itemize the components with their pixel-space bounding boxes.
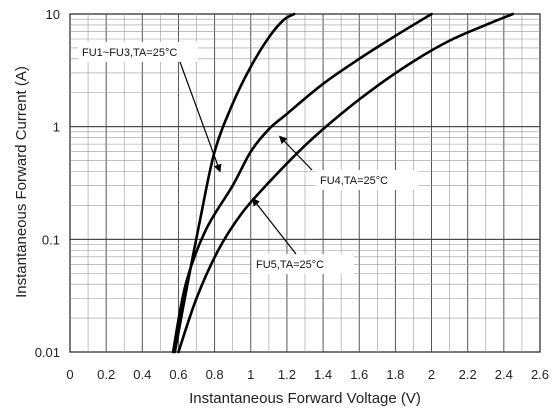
- y-tick-label: 0.01: [35, 345, 60, 360]
- series-line-2: [171, 12, 433, 354]
- x-tick-label: 1.6: [350, 367, 368, 382]
- series-line-3: [177, 12, 515, 354]
- annotation-label: FU1~FU3,TA=25°C: [82, 47, 177, 59]
- annotation-box: [78, 42, 198, 62]
- y-tick-label: 10: [46, 7, 60, 22]
- annotation-arrow: [278, 135, 313, 171]
- annotation-arrow: [251, 197, 297, 255]
- x-axis-label: Instantaneous Forward Voltage (V): [189, 390, 421, 407]
- grid: [69, 13, 541, 353]
- x-tick-label: 1.8: [386, 367, 404, 382]
- x-tick-label: 0.4: [133, 367, 151, 382]
- x-tick-labels: 0 0.2 0.4 0.6 0.8 1 1.2 1.4 1.6 1.8 2 2.2 2.4 2.6: [66, 367, 549, 382]
- annotation-box: [252, 254, 354, 274]
- x-tick-label: 1.2: [278, 367, 296, 382]
- y-tick-label: 0.1: [42, 232, 60, 247]
- x-tick-label: 1.4: [314, 367, 332, 382]
- x-tick-label: 0: [66, 367, 73, 382]
- x-tick-label: 0.2: [97, 367, 115, 382]
- x-tick-label: 2.4: [495, 367, 513, 382]
- y-axis-label: Instantaneous Forward Current (A): [13, 66, 30, 298]
- x-tick-label: 0.8: [206, 367, 224, 382]
- y-tick-labels: 0.01 0.1 1 10: [35, 7, 60, 360]
- annotations: FU1~FU3,TA=25°C FU4,TA=25°C FU5,TA=25°C: [78, 42, 418, 274]
- annotation-box: [316, 170, 418, 190]
- x-tick-label: 2.2: [459, 367, 477, 382]
- annotation-arrow: [179, 61, 222, 173]
- curves: [171, 12, 515, 354]
- x-tick-label: 2.6: [531, 367, 549, 382]
- x-tick-label: 0.6: [169, 367, 187, 382]
- annotation-label: FU5,TA=25°C: [256, 259, 324, 271]
- y-tick-label: 1: [53, 120, 60, 135]
- x-tick-label: 2: [428, 367, 435, 382]
- x-tick-label: 1: [247, 367, 254, 382]
- annotation-label: FU4,TA=25°C: [320, 175, 388, 187]
